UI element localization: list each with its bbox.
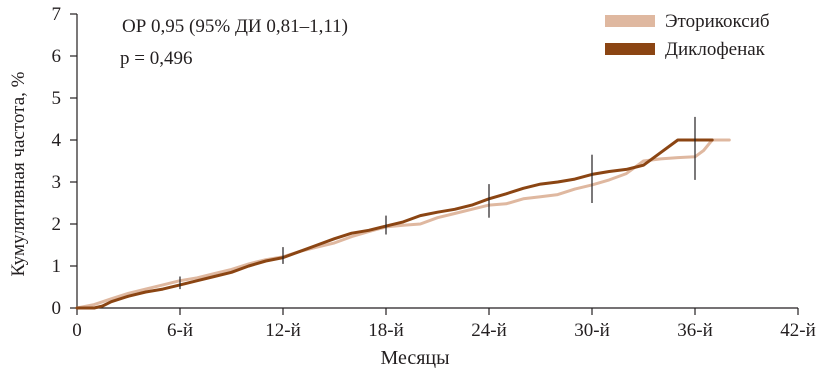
legend: Эторикоксиб Диклофенак xyxy=(605,11,770,60)
x-tick-label: 18-й xyxy=(368,320,404,341)
legend-label: Эторикоксиб xyxy=(665,11,770,32)
series-line-etoricoxib xyxy=(75,138,731,310)
series-layer xyxy=(75,138,731,310)
y-tick-label: 6 xyxy=(52,46,62,67)
errorbar-layer xyxy=(179,116,696,290)
hr-annotation: ОР 0,95 (95% ДИ 0,81–1,11) xyxy=(122,16,348,37)
y-tick-label: 1 xyxy=(52,256,62,277)
x-tick-label: 42-й xyxy=(780,320,816,341)
p-value-annotation: p = 0,496 xyxy=(120,48,192,69)
y-axis-title: Кумулятивная частота, % xyxy=(8,71,29,276)
x-tick-label: 12-й xyxy=(265,320,301,341)
y-tick-label: 0 xyxy=(52,298,62,319)
y-tick-label: 7 xyxy=(52,4,62,25)
x-tick-label: 36-й xyxy=(677,320,713,341)
x-axis-title: Месяцы xyxy=(380,347,449,369)
legend-swatch xyxy=(605,43,655,55)
x-tick-label: 6-й xyxy=(167,320,193,341)
x-tick-label: 30-й xyxy=(574,320,610,341)
y-tick-label: 2 xyxy=(52,214,62,235)
y-tick-label: 5 xyxy=(52,88,62,109)
legend-swatch xyxy=(605,15,655,27)
x-tick-label: 0 xyxy=(72,320,82,341)
x-tick-label: 24-й xyxy=(471,320,507,341)
y-tick-label: 3 xyxy=(52,172,62,193)
legend-label: Диклофенак xyxy=(665,39,766,60)
y-tick-label: 4 xyxy=(52,130,62,151)
